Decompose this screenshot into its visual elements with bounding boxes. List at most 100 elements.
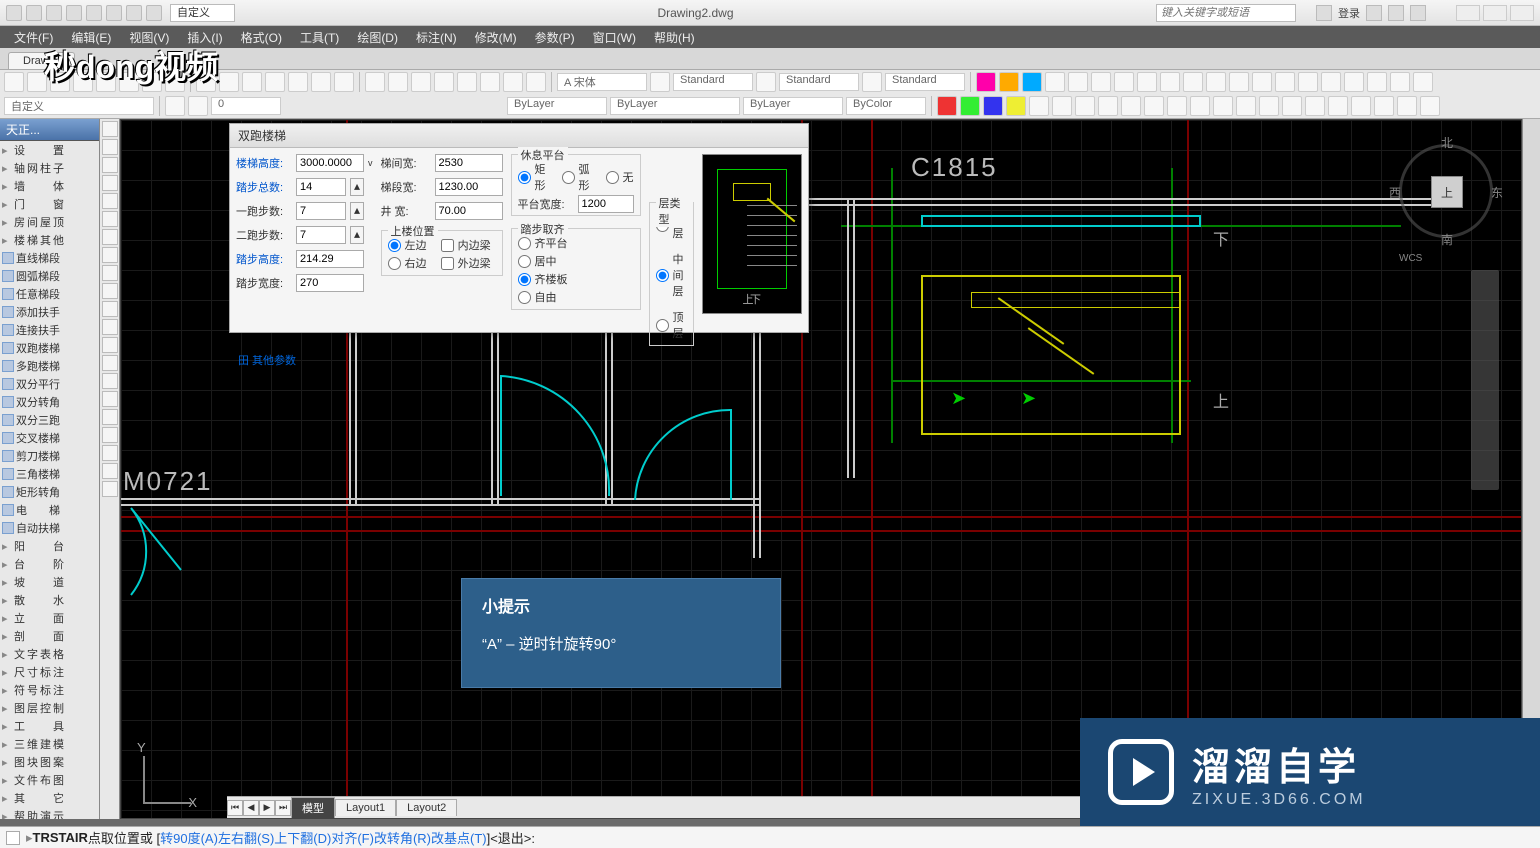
right-scrollbar[interactable]	[1522, 119, 1540, 819]
side-item[interactable]: ▸房间屋顶	[0, 213, 99, 231]
app-icon[interactable]	[6, 5, 22, 21]
inp-stair-height[interactable]	[296, 154, 364, 172]
exchange-icon[interactable]	[1366, 5, 1382, 21]
tool-icon[interactable]	[1229, 72, 1249, 92]
tool-icon[interactable]	[1075, 96, 1095, 116]
side-item[interactable]: 三角楼梯	[0, 465, 99, 483]
vtool-icon[interactable]	[102, 319, 118, 335]
cmd-opt-t[interactable]: 改基点(T)	[431, 828, 487, 847]
tool-icon[interactable]	[1144, 96, 1164, 116]
tool-icon[interactable]	[1022, 72, 1042, 92]
tool-icon[interactable]	[1344, 72, 1364, 92]
radio-align-mid[interactable]	[518, 255, 531, 268]
side-item[interactable]: 圆弧梯段	[0, 267, 99, 285]
radio-top-floor[interactable]	[656, 319, 669, 332]
inp-tread-w[interactable]	[296, 274, 364, 292]
chk-inner-beam[interactable]	[441, 239, 454, 252]
login-label[interactable]: 登录	[1338, 5, 1360, 21]
tool-icon[interactable]	[196, 72, 216, 92]
tool-icon[interactable]	[1351, 96, 1371, 116]
tool-icon[interactable]	[1397, 96, 1417, 116]
vtool-icon[interactable]	[102, 139, 118, 155]
inp-platform-w[interactable]	[578, 195, 634, 213]
undo-icon[interactable]	[126, 5, 142, 21]
vtool-icon[interactable]	[102, 427, 118, 443]
side-item[interactable]: 电 梯	[0, 501, 99, 519]
tablestyle-dropdown[interactable]: Standard	[885, 73, 965, 91]
side-item[interactable]: ▸阳 台	[0, 537, 99, 555]
tool-icon[interactable]	[1114, 72, 1134, 92]
tool-icon[interactable]	[1236, 96, 1256, 116]
drawing-canvas[interactable]: ➤ ➤ M0721 C1815 下 上 小提示 “A” – 逆时针旋转90° Y…	[120, 119, 1522, 819]
tool-icon[interactable]	[50, 72, 70, 92]
tab-nav-prev[interactable]: ◀	[243, 800, 259, 816]
tool-icon[interactable]	[862, 72, 882, 92]
tool-icon[interactable]	[1305, 96, 1325, 116]
vtool-icon[interactable]	[102, 157, 118, 173]
side-item[interactable]: 任意梯段	[0, 285, 99, 303]
menu-tools[interactable]: 工具(T)	[292, 27, 347, 48]
side-item[interactable]: 多跑楼梯	[0, 357, 99, 375]
tool-icon[interactable]	[457, 72, 477, 92]
cmd-toggle-icon[interactable]	[6, 831, 20, 845]
menu-insert[interactable]: 插入(I)	[179, 27, 230, 48]
side-item[interactable]: ▸文件布图	[0, 771, 99, 789]
color-dropdown[interactable]: ByLayer	[507, 97, 607, 115]
layer-icon[interactable]	[188, 96, 208, 116]
tool-icon[interactable]	[1282, 96, 1302, 116]
menu-draw[interactable]: 绘图(D)	[349, 27, 406, 48]
save-icon[interactable]	[66, 5, 82, 21]
tool-icon[interactable]	[503, 72, 523, 92]
side-item[interactable]: 直线梯段	[0, 249, 99, 267]
tool-icon[interactable]	[1183, 72, 1203, 92]
inp-well-w[interactable]	[435, 202, 503, 220]
side-item[interactable]: ▸门 窗	[0, 195, 99, 213]
cmd-opt-d[interactable]: 上下翻(D)	[274, 828, 331, 847]
viewcube-face[interactable]: 上	[1431, 176, 1463, 208]
side-item[interactable]: ▸图层控制	[0, 699, 99, 717]
tool-icon[interactable]	[1298, 72, 1318, 92]
menu-edit[interactable]: 编辑(E)	[63, 27, 119, 48]
tool-icon[interactable]	[1029, 96, 1049, 116]
side-item[interactable]: 双分三跑	[0, 411, 99, 429]
side-item[interactable]: 自动扶梯	[0, 519, 99, 537]
user-icon[interactable]	[1316, 5, 1332, 21]
vtool-icon[interactable]	[102, 121, 118, 137]
tool-icon[interactable]	[1275, 72, 1295, 92]
side-item[interactable]: ▸设 置	[0, 141, 99, 159]
side-item[interactable]: 双跑楼梯	[0, 339, 99, 357]
open-icon[interactable]	[46, 5, 62, 21]
radio-arc[interactable]	[562, 171, 575, 184]
side-item[interactable]: 双分转角	[0, 393, 99, 411]
radio-mid-floor[interactable]	[656, 269, 669, 282]
vtool-icon[interactable]	[102, 337, 118, 353]
side-item[interactable]: 双分平行	[0, 375, 99, 393]
dialog-other-params[interactable]: 田 其他参数	[230, 352, 808, 372]
tool-icon[interactable]	[119, 72, 139, 92]
tool-icon[interactable]	[1213, 96, 1233, 116]
tool-icon[interactable]	[1098, 96, 1118, 116]
vtool-icon[interactable]	[102, 175, 118, 191]
inp-flight-w[interactable]	[435, 178, 503, 196]
side-item[interactable]: ▸帮助演示	[0, 807, 99, 819]
tool-icon[interactable]	[1259, 96, 1279, 116]
side-item[interactable]: ▸三维建模	[0, 735, 99, 753]
vtool-icon[interactable]	[102, 193, 118, 209]
inp-run1[interactable]	[296, 202, 346, 220]
tool-icon[interactable]	[73, 72, 93, 92]
print-icon[interactable]	[106, 5, 122, 21]
tool-icon[interactable]	[165, 72, 185, 92]
tool-icon[interactable]	[650, 72, 670, 92]
side-item[interactable]: ▸楼梯其他	[0, 231, 99, 249]
menu-format[interactable]: 格式(O)	[233, 27, 290, 48]
tab-nav-next[interactable]: ▶	[259, 800, 275, 816]
vtool-icon[interactable]	[102, 301, 118, 317]
cmd-opt-f[interactable]: 对齐(F)	[331, 828, 374, 847]
vtool-icon[interactable]	[102, 211, 118, 227]
tool-icon[interactable]	[1137, 72, 1157, 92]
tool-icon[interactable]	[334, 72, 354, 92]
side-item[interactable]: ▸图块图案	[0, 753, 99, 771]
redo-icon[interactable]	[146, 5, 162, 21]
chk-outer-beam[interactable]	[441, 257, 454, 270]
help-icon[interactable]	[1410, 5, 1426, 21]
